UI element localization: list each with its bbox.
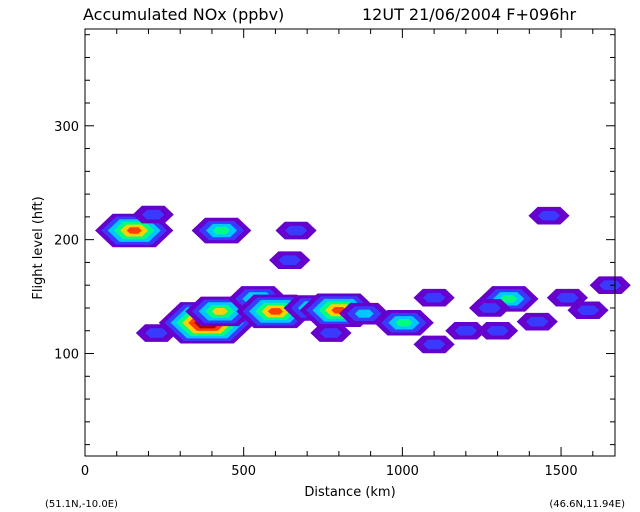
nox-cell <box>528 206 570 225</box>
nox-cell <box>469 299 511 317</box>
concentration-field <box>95 205 631 354</box>
nox-contour-level <box>395 319 413 327</box>
nox-cell <box>413 335 455 354</box>
x-tick-label: 0 <box>81 464 89 479</box>
nox-contour-level <box>454 325 478 336</box>
nox-contour-level <box>526 316 549 327</box>
nox-contour-level <box>267 308 283 315</box>
nox-cell <box>339 302 390 325</box>
end-coordinate: (46.6N,11.94E) <box>549 499 625 510</box>
nox-contour-level <box>354 309 374 318</box>
start-coordinate: (51.1N,-10.0E) <box>45 499 118 510</box>
nox-contour-level <box>278 255 301 265</box>
nox-cell <box>269 251 311 269</box>
nox-contour-level <box>142 209 165 220</box>
nox-contour-level <box>126 227 142 234</box>
nox-contour-level <box>478 303 501 313</box>
y-tick-label: 100 <box>54 348 79 363</box>
nox-contour-level <box>500 295 518 303</box>
nox-contour-level <box>537 210 561 221</box>
nox-cell <box>445 321 487 340</box>
nox-contour-level <box>319 328 343 338</box>
y-tick-label: 300 <box>54 120 79 135</box>
nox-cell <box>191 217 252 244</box>
nox-contour-level <box>284 225 308 236</box>
nox-contour-level <box>422 292 446 303</box>
nox-cell <box>567 301 609 320</box>
x-tick-label: 500 <box>231 464 256 479</box>
nox-cell <box>310 324 352 342</box>
plot-frame <box>84 28 616 457</box>
nox-cell <box>132 205 174 224</box>
nox-cell <box>516 312 558 331</box>
nox-contour-level <box>486 325 509 336</box>
nox-contour-level <box>422 339 446 350</box>
x-tick-label: 1500 <box>545 464 578 479</box>
nox-contour-level <box>145 328 168 338</box>
nox-cell <box>413 288 455 307</box>
nox-cell <box>275 221 317 240</box>
x-axis-label: Distance (km) <box>304 485 395 500</box>
nox-contour-level <box>576 305 600 316</box>
nox-cell <box>476 321 519 340</box>
y-axis-label: Flight level (hft) <box>31 196 46 299</box>
chart-title: Accumulated NOx (ppbv) <box>83 5 284 24</box>
y-tick-label: 200 <box>54 234 79 249</box>
x-tick-label: 1000 <box>386 464 419 479</box>
chart-subtitle: 12UT 21/06/2004 F+096hr <box>362 5 577 24</box>
nox-contour-level <box>556 292 579 303</box>
nox-contour-level <box>211 307 228 315</box>
nox-contour-level <box>212 226 231 235</box>
nox-cell <box>374 310 434 336</box>
axis-ticks: 0 500 1000 1500 100 200 300 <box>54 29 615 479</box>
